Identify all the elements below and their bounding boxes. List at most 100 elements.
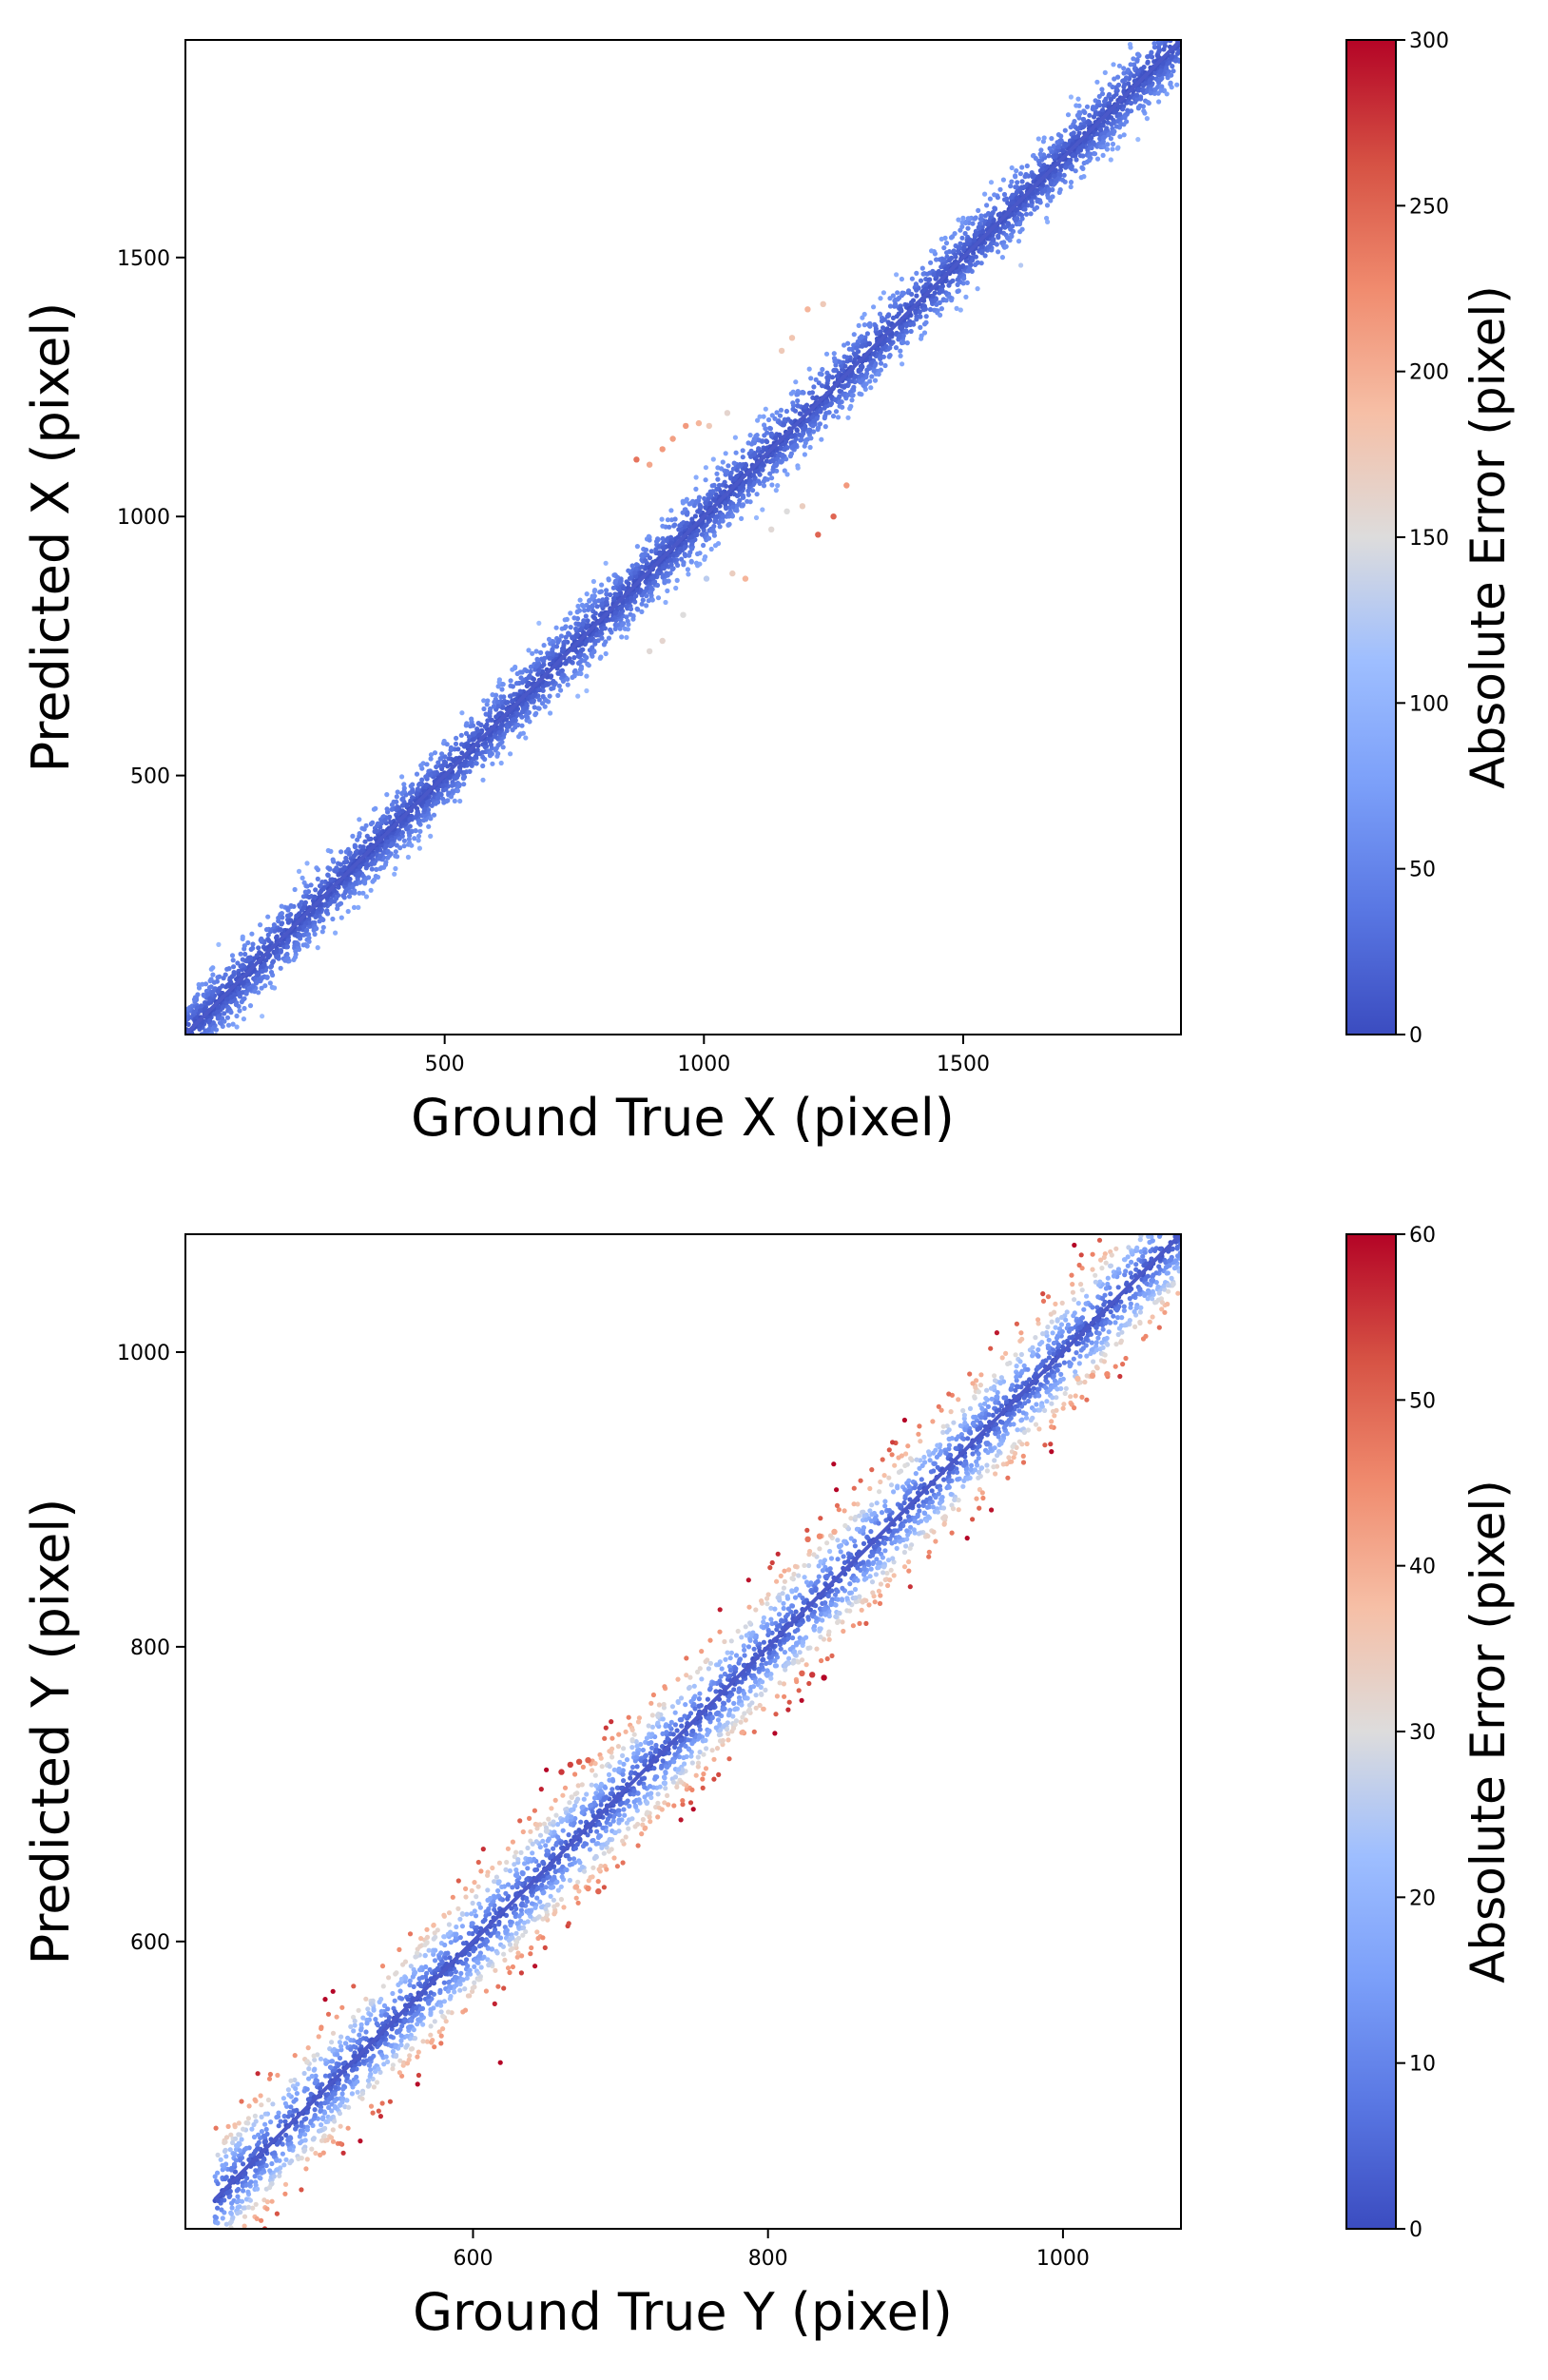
scatter-point [838, 359, 843, 365]
scatter-point [394, 799, 399, 805]
scatter-point [826, 410, 832, 416]
scatter-point [622, 626, 629, 631]
scatter-point [1112, 76, 1117, 82]
scatter-point [741, 494, 746, 500]
scatter-point [416, 811, 421, 817]
scatter-point [197, 1023, 203, 1029]
scatter-point [754, 492, 760, 497]
scatter-point [1176, 48, 1181, 54]
scatter-point [301, 923, 307, 929]
scatter-point [315, 876, 320, 882]
scatter-point [979, 249, 985, 255]
scatter-point [459, 710, 465, 716]
scatter-point [510, 727, 515, 733]
scatter-point [1093, 111, 1098, 117]
scatter-point [782, 447, 787, 453]
scatter-point [230, 1021, 236, 1027]
scatter-point [649, 597, 655, 603]
scatter-point [523, 713, 530, 719]
scatter-point [225, 983, 231, 989]
scatter-point [532, 712, 538, 718]
scatter-point [581, 604, 587, 610]
scatter-point [847, 358, 853, 363]
scatter-point [996, 212, 1001, 218]
scatter-point [279, 921, 284, 927]
scatter-point [654, 582, 661, 589]
scatter-point [878, 296, 883, 301]
scatter-point [870, 351, 877, 357]
scatter-point [693, 498, 699, 505]
scatter-point [773, 488, 779, 493]
scatter-point [974, 231, 979, 237]
scatter-point [234, 1024, 240, 1030]
scatter-point [338, 861, 343, 867]
scatter-point [395, 789, 400, 795]
scatter-point [584, 687, 590, 694]
scatter-point [943, 298, 949, 303]
scatter-point [643, 547, 649, 552]
scatter-point [1178, 34, 1183, 39]
scatter-point [1099, 91, 1106, 97]
scatter-point [1121, 88, 1127, 95]
scatter-point [1057, 167, 1064, 173]
scatter-point [584, 638, 590, 644]
scatter-point [250, 945, 256, 951]
scatter-point [530, 650, 535, 656]
scatter-point [507, 720, 513, 726]
scatter-point [206, 1046, 211, 1051]
scatter-point [703, 477, 708, 483]
scatter-point [651, 580, 657, 586]
scatter-point [389, 802, 395, 808]
scatter-point [206, 985, 213, 991]
scatter-point [754, 433, 760, 438]
scatter-point [640, 597, 646, 603]
scatter-point [765, 416, 772, 423]
scatter-point [485, 718, 491, 724]
scatter-point [1164, 91, 1170, 97]
scatter-point [859, 372, 864, 377]
scatter-point [540, 657, 546, 663]
scatter-point [278, 965, 283, 971]
scatter-point [918, 324, 923, 330]
scatter-point [711, 532, 718, 538]
scatter-point [215, 988, 221, 995]
scatter-point [920, 287, 927, 293]
scatter-point [334, 896, 339, 901]
scatter-point [726, 522, 731, 528]
scatter-point [480, 763, 486, 769]
scatter-point [191, 1049, 196, 1054]
scatter-point [570, 635, 575, 641]
scatter-point [530, 693, 535, 700]
scatter-point [856, 322, 861, 328]
scatter-point [868, 385, 874, 391]
scatter-point [760, 467, 765, 473]
scatter-point [867, 378, 873, 384]
scatter-point [1016, 222, 1022, 227]
scatter-point [806, 390, 813, 396]
scatter-point [1135, 137, 1141, 143]
scatter-point [1023, 211, 1030, 217]
scatter-point [421, 818, 427, 823]
scatter-point [985, 210, 992, 217]
scatter-point [585, 618, 590, 624]
scatter-point [543, 680, 550, 687]
scatter-point [1008, 195, 1015, 201]
scatter-point [882, 362, 888, 369]
scatter-point [763, 406, 768, 412]
scatter-point [426, 799, 432, 804]
scatter-point [192, 1035, 197, 1039]
scatter-point [431, 770, 437, 776]
scatter-point [399, 821, 405, 826]
scatter-point [858, 379, 863, 385]
scatter-point [435, 795, 440, 801]
scatter-point [504, 717, 510, 723]
scatter-point [620, 622, 626, 628]
scatter-point [242, 1005, 247, 1012]
scatter-point [340, 893, 346, 899]
scatter-point [1029, 199, 1035, 204]
scatter-point [1033, 155, 1038, 162]
scatter-point [319, 916, 325, 922]
scatter-point [936, 271, 941, 277]
scatter-point [493, 692, 499, 698]
scatter-point [339, 871, 344, 877]
